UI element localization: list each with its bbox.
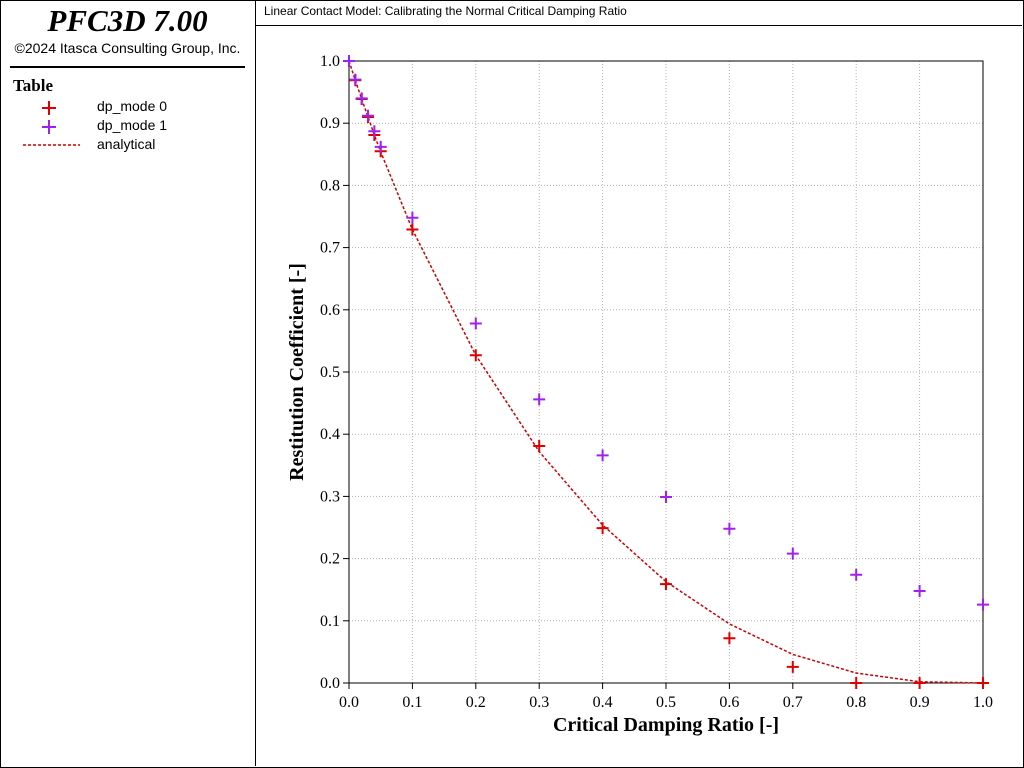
data-point-dp-mode-0 — [533, 440, 546, 453]
data-point-dp-mode-1 — [362, 109, 375, 122]
data-point-dp-mode-0 — [723, 632, 736, 645]
data-point-dp-mode-1 — [723, 522, 736, 535]
purple-plus-icon — [42, 120, 56, 134]
y-axis-label: Restitution Coefficient [-] — [286, 263, 308, 481]
data-point-dp-mode-0 — [406, 223, 419, 236]
data-point-dp-mode-1 — [374, 140, 387, 153]
data-point-dp-mode-0 — [596, 522, 609, 535]
data-point-dp-mode-1 — [913, 584, 926, 597]
x-axis-label: Critical Damping Ratio [-] — [553, 714, 779, 736]
data-point-dp-mode-1 — [533, 393, 546, 406]
chart-title-bar: Linear Contact Model: Calibrating the No… — [256, 0, 1022, 26]
data-point-dp-mode-0 — [786, 660, 799, 673]
x-tick-label: 0.4 — [593, 694, 613, 711]
data-point-dp-mode-0 — [469, 349, 482, 362]
y-tick-label: 0.5 — [320, 364, 340, 381]
data-point-dp-mode-1 — [343, 55, 355, 67]
y-tick-label: 0.4 — [320, 426, 340, 443]
x-tick-label: 0.9 — [910, 694, 930, 711]
chart-area: 0.0 0.1 0.2 0.3 0.4 0.5 0.6 0.7 0.8 0.9 1.0 0.0 0.1 0… — [286, 53, 993, 736]
copyright: ©2024 Itasca Consulting Group, Inc. — [14, 40, 241, 56]
data-point-dp-mode-1 — [596, 449, 609, 462]
x-tick-label: 0.6 — [719, 694, 739, 711]
analytical-line — [348, 60, 984, 684]
y-tick-label: 0.7 — [320, 240, 340, 257]
data-point-dp-mode-1 — [469, 317, 482, 330]
data-point-dp-mode-0 — [977, 677, 989, 689]
data-point-dp-mode-0 — [913, 677, 926, 689]
y-tick-label: 0.0 — [320, 675, 340, 692]
red-plus-icon — [42, 101, 56, 115]
x-tick-label: 0.2 — [466, 694, 486, 711]
legend-item-analytical: analytical — [20, 135, 250, 155]
y-tick-label: 0.2 — [320, 551, 340, 568]
legend-item-dp-mode-0: dp_mode 0 — [20, 97, 250, 117]
data-point-dp-mode-1 — [850, 568, 863, 581]
x-tick-label: 0.8 — [846, 694, 866, 711]
data-point-dp-mode-1 — [406, 211, 419, 224]
data-point-dp-mode-1 — [349, 73, 362, 86]
x-tick-label: 0.3 — [529, 694, 549, 711]
chart-title: Linear Contact Model: Calibrating the No… — [264, 4, 627, 18]
legend-label: analytical — [97, 136, 156, 152]
separator — [10, 66, 245, 68]
data-point-dp-mode-1 — [355, 92, 368, 105]
data-point-dp-mode-1 — [977, 598, 989, 611]
legend-title: Table — [13, 76, 54, 95]
x-tick-label: 0.1 — [402, 694, 422, 711]
x-tick-label: 0.5 — [656, 694, 676, 711]
data-point-dp-mode-0 — [850, 677, 863, 689]
x-tick-label: 0.0 — [339, 694, 359, 711]
y-tick-label: 0.6 — [320, 302, 340, 319]
y-tick-label: 0.3 — [320, 488, 340, 505]
y-tick-label: 0.9 — [320, 115, 340, 132]
data-point-dp-mode-0 — [660, 578, 672, 591]
x-tick-label: 1.0 — [973, 694, 993, 711]
dashed-line-icon — [23, 144, 80, 146]
x-tick-label: 0.7 — [783, 694, 803, 711]
y-tick-label: 1.0 — [320, 53, 340, 70]
legend-panel: PFC3D 7.00 ©2024 Itasca Consulting Group… — [0, 0, 256, 766]
y-tick-label: 0.1 — [320, 613, 340, 630]
app-title: PFC3D 7.00 — [47, 3, 208, 38]
legend-label: dp_mode 0 — [97, 98, 168, 114]
data-point-dp-mode-1 — [660, 491, 672, 504]
data-point-dp-mode-1 — [368, 125, 381, 138]
data-point-dp-mode-1 — [786, 547, 799, 560]
y-tick-label: 0.8 — [320, 177, 340, 194]
legend-label: dp_mode 1 — [97, 117, 168, 133]
legend-item-dp-mode-1: dp_mode 1 — [20, 116, 250, 136]
